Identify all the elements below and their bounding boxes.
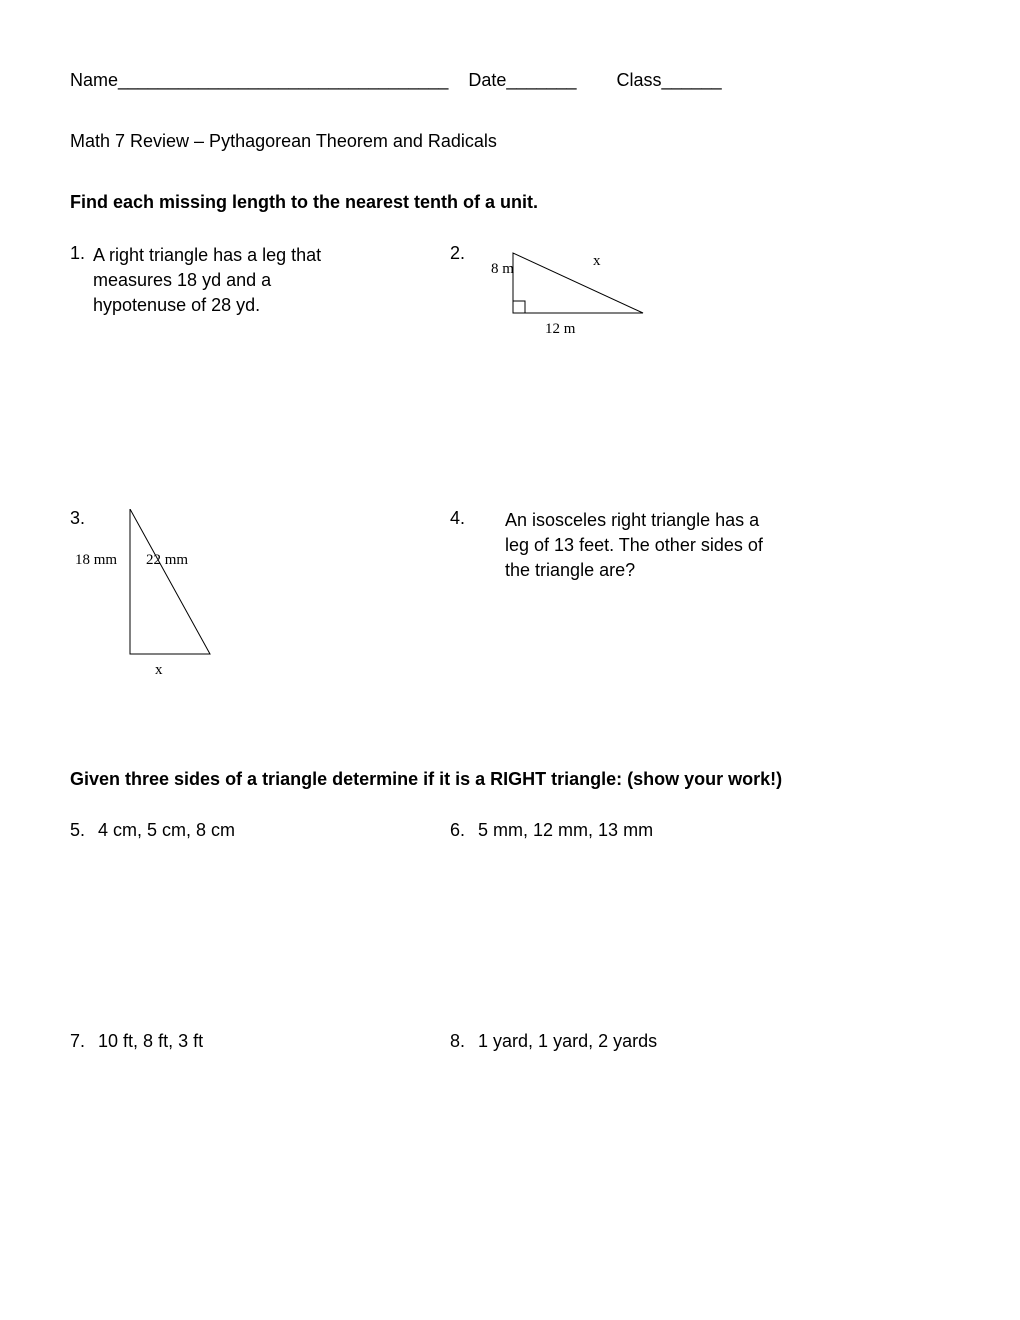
- problem-5: 5. 4 cm, 5 cm, 8 cm: [70, 820, 450, 841]
- row-p5-p6: 5. 4 cm, 5 cm, 8 cm 6. 5 mm, 12 mm, 13 m…: [70, 820, 950, 841]
- problem-4: 4. An isosceles right triangle has a leg…: [450, 488, 950, 584]
- p3-triangle-shape: [130, 509, 210, 654]
- p8-text: 1 yard, 1 yard, 2 yards: [478, 1031, 657, 1051]
- row-p3-p4: 3. 18 mm 22 mm x 4. An isosceles right t…: [70, 488, 950, 689]
- p3-base-label: x: [155, 662, 163, 678]
- class-blank: ______: [662, 70, 722, 90]
- row-p7-p8: 7. 10 ft, 8 ft, 3 ft 8. 1 yard, 1 yard, …: [70, 1031, 950, 1052]
- worksheet-title: Math 7 Review – Pythagorean Theorem and …: [70, 131, 950, 152]
- p2-number: 2.: [450, 243, 465, 264]
- row-p1-p2: 1. A right triangle has a leg that measu…: [70, 243, 950, 348]
- class-label: Class: [617, 70, 662, 90]
- p3-left-label: 18 mm: [75, 552, 117, 568]
- p3-hyp-label: 22 mm: [146, 552, 188, 568]
- p2-base-label: 12 m: [545, 321, 576, 337]
- problem-8: 8. 1 yard, 1 yard, 2 yards: [450, 1031, 950, 1052]
- problem-6: 6. 5 mm, 12 mm, 13 mm: [450, 820, 950, 841]
- p4-number: 4.: [450, 508, 465, 529]
- problem-1: 1. A right triangle has a leg that measu…: [70, 243, 450, 348]
- p2-triangle-shape: [513, 253, 643, 313]
- name-blank: _________________________________: [118, 70, 448, 90]
- worksheet-page: Name_________________________________ Da…: [0, 0, 1020, 1132]
- p8-number: 8.: [450, 1031, 465, 1051]
- p5-text: 4 cm, 5 cm, 8 cm: [98, 820, 235, 840]
- p4-text: An isosceles right triangle has a leg of…: [505, 508, 765, 584]
- name-label: Name: [70, 70, 118, 90]
- problem-3: 3. 18 mm 22 mm x: [70, 488, 450, 689]
- p1-number: 1.: [70, 243, 85, 264]
- problem-7: 7. 10 ft, 8 ft, 3 ft: [70, 1031, 450, 1052]
- header-line: Name_________________________________ Da…: [70, 70, 950, 91]
- p2-hyp-label: x: [593, 253, 601, 269]
- p2-leg-label: 8 m: [491, 261, 514, 277]
- p6-number: 6.: [450, 820, 465, 840]
- p2-right-angle: [513, 301, 525, 313]
- section2-instruction: Given three sides of a triangle determin…: [70, 769, 950, 790]
- p2-triangle: 8 m x 12 m: [473, 243, 673, 348]
- date-label: Date: [468, 70, 506, 90]
- p3-triangle: 18 mm 22 mm x: [70, 509, 450, 689]
- p7-text: 10 ft, 8 ft, 3 ft: [98, 1031, 203, 1051]
- p1-text: A right triangle has a leg that measures…: [93, 243, 353, 319]
- problem-2: 2. 8 m x 12 m: [450, 243, 950, 348]
- p5-number: 5.: [70, 820, 85, 840]
- p7-number: 7.: [70, 1031, 85, 1051]
- p6-text: 5 mm, 12 mm, 13 mm: [478, 820, 653, 840]
- date-blank: _______: [506, 70, 576, 90]
- section1-instruction: Find each missing length to the nearest …: [70, 192, 950, 213]
